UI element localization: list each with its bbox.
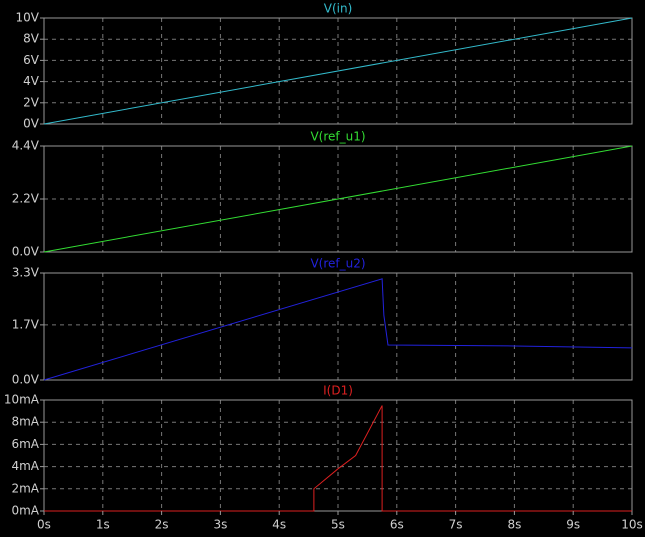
x-tick-label: 8s xyxy=(507,518,521,532)
x-tick-label: 7s xyxy=(449,518,463,532)
x-tick-label: 4s xyxy=(272,518,286,532)
pane-title: V(ref_u1) xyxy=(310,130,365,144)
pane-title: V(in) xyxy=(324,2,353,16)
y-tick-label: 0.0V xyxy=(12,373,40,387)
series-line xyxy=(44,405,632,512)
series-line xyxy=(43,278,633,381)
x-tick-label: 6s xyxy=(390,518,404,532)
x-tick-label: 0s xyxy=(37,518,51,532)
x-tick-label: 3s xyxy=(213,518,227,532)
y-tick-label: 0V xyxy=(23,117,40,131)
y-tick-label: 2.2V xyxy=(12,192,40,206)
y-tick-label: 0.0V xyxy=(12,245,40,259)
y-tick-label: 6V xyxy=(23,53,40,67)
y-tick-label: 2mA xyxy=(11,481,39,495)
pane-title: V(ref_u2) xyxy=(310,257,365,271)
y-tick-label: 3.3V xyxy=(12,266,40,280)
y-tick-label: 4mA xyxy=(11,459,39,473)
plot-frame xyxy=(43,272,633,381)
y-tick-label: 8mA xyxy=(11,415,39,429)
y-tick-label: 4.4V xyxy=(12,139,40,153)
y-tick-label: 0mA xyxy=(11,504,39,518)
plot-frame xyxy=(43,17,633,125)
y-tick-label: 10V xyxy=(16,11,40,25)
pane-title: I(D1) xyxy=(323,384,353,398)
x-tick-label: 9s xyxy=(566,518,580,532)
series-line xyxy=(43,17,633,125)
plot-frame xyxy=(43,145,633,253)
x-tick-label: 5s xyxy=(331,518,345,532)
y-tick-label: 2V xyxy=(23,95,40,109)
y-tick-label: 1.7V xyxy=(12,317,40,331)
x-tick-label: 10s xyxy=(621,518,643,532)
x-tick-label: 2s xyxy=(155,518,169,532)
y-tick-label: 4V xyxy=(23,74,40,88)
series-line xyxy=(43,145,633,253)
x-tick-label: 1s xyxy=(96,518,110,532)
y-tick-label: 6mA xyxy=(11,437,39,451)
y-tick-label: 10mA xyxy=(4,393,40,407)
y-tick-label: 8V xyxy=(23,32,40,46)
